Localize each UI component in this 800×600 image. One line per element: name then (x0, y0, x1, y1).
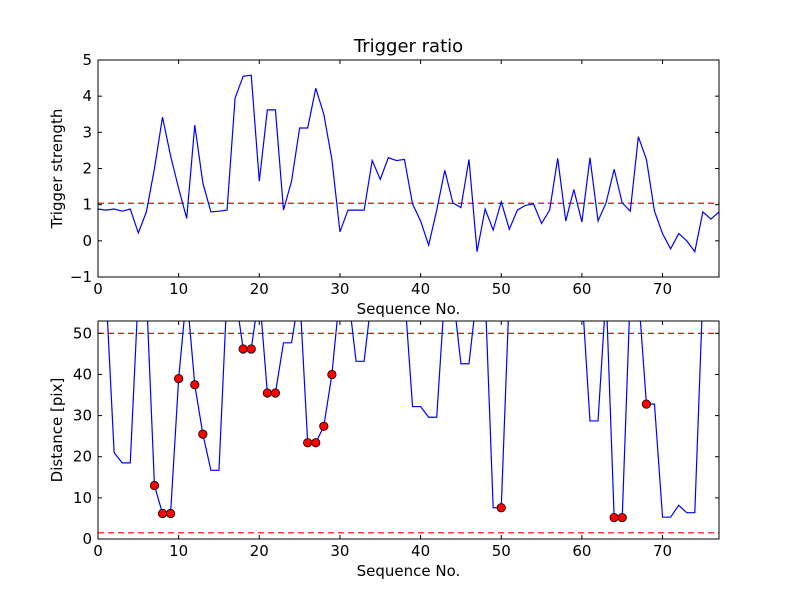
top-y-tick-label: 2 (82, 160, 92, 178)
top-x-tick-label: 30 (330, 280, 349, 298)
bottom-marker-point (262, 388, 272, 398)
bottom-plot-area (106, 321, 703, 523)
bottom-y-tick-label: 10 (73, 489, 92, 507)
bottom-y-tick-label: 0 (82, 530, 92, 548)
bottom-x-axis-label: Sequence No. (357, 562, 461, 580)
bottom-marker-point (270, 388, 281, 398)
top-y-tick-label: 0 (82, 232, 92, 250)
bottom-x-tick-label: 60 (572, 542, 591, 560)
bottom-x-tick-label: 40 (411, 542, 430, 560)
bottom-y-tick-label: 50 (73, 324, 92, 342)
top-x-tick-label: 10 (169, 280, 188, 298)
top-x-tick-label: 20 (250, 280, 269, 298)
top-y-axis-label: Trigger strength (48, 109, 66, 230)
bottom-marker-point (311, 438, 321, 448)
top-y-tick-label: 4 (82, 87, 92, 105)
bottom-x-tick-label: 20 (250, 542, 269, 560)
bottom-marker-point (641, 399, 652, 409)
top-plot-area (98, 74, 719, 254)
bottom-y-tick-label: 40 (73, 365, 92, 383)
bottom-marker-point (327, 369, 337, 380)
bottom-axes-frame (97, 320, 720, 540)
bottom-marker-point (319, 421, 329, 431)
bottom-marker-point (174, 373, 184, 384)
bottom-marker-point (303, 438, 313, 448)
top-x-tick-label: 70 (653, 280, 672, 298)
bottom-marker-point (246, 344, 256, 354)
bottom-x-tick-label: 10 (169, 542, 188, 560)
bottom-x-tick-label: 30 (330, 542, 349, 560)
bottom-marker-point (198, 429, 208, 439)
chart-title: Trigger ratio (353, 36, 463, 57)
bottom-marker-point (165, 508, 176, 519)
top-y-tick-label: 3 (82, 123, 92, 141)
bottom-marker-point (496, 503, 506, 513)
top-x-tick-label: 0 (93, 280, 103, 298)
top-x-tick-label: 40 (411, 280, 430, 298)
top-x-axis-label: Sequence No. (357, 300, 461, 318)
bottom-x-tick-label: 0 (93, 542, 103, 560)
bottom-marker-point (190, 380, 200, 390)
top-x-tick-label: 50 (492, 280, 511, 298)
top-y-tick-label: −1 (70, 268, 92, 286)
bottom-x-tick-label: 70 (653, 542, 672, 560)
bottom-marker-point (609, 513, 619, 523)
top-series-line-0 (98, 74, 719, 254)
bottom-series-line-0 (106, 321, 703, 519)
bottom-y-tick-label: 20 (73, 448, 92, 466)
top-x-tick-label: 60 (572, 280, 591, 298)
bottom-x-tick-label: 50 (492, 542, 511, 560)
bottom-y-tick-label: 30 (73, 407, 92, 425)
bottom-marker-point (617, 513, 627, 523)
bottom-marker-point (157, 508, 168, 519)
bottom-y-axis-label: Distance [pix] (48, 378, 66, 483)
top-y-tick-label: 5 (82, 51, 92, 69)
bottom-marker-point (238, 344, 248, 354)
top-y-tick-label: 1 (82, 196, 92, 214)
bottom-marker-point (149, 480, 160, 491)
